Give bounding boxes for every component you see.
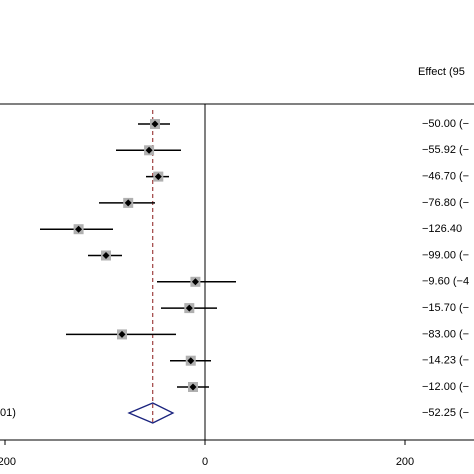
effect-label: −99.00 (− [422, 249, 469, 261]
point-estimate [154, 173, 162, 181]
point-estimate [75, 225, 83, 233]
effect-label: −83.00 (− [422, 328, 469, 340]
effect-label: −50.00 (− [422, 118, 469, 130]
x-tick-label: 200 [396, 456, 414, 468]
point-estimate [187, 357, 195, 365]
overall-diamond [127, 402, 175, 424]
point-estimate [191, 278, 199, 286]
point-estimate [151, 120, 159, 128]
overall-effect-label: −52.25 (− [422, 407, 469, 419]
effect-label: −15.70 (− [422, 302, 469, 314]
point-estimate [118, 330, 126, 338]
x-tick-label: -200 [0, 456, 16, 468]
effect-label: −12.00 (− [422, 381, 469, 393]
point-estimate [124, 199, 132, 207]
point-estimate [189, 383, 197, 391]
point-estimate [102, 252, 110, 259]
effect-label: −14.23 (− [422, 355, 469, 367]
effect-label: −126.40 [422, 223, 462, 235]
x-tick-label: 0 [202, 456, 208, 468]
effect-label: −76.80 (− [422, 197, 469, 209]
effect-label: −46.70 (− [422, 171, 469, 183]
overall-label: 01) [0, 407, 16, 419]
header: Effect (95 [418, 66, 465, 78]
effect-label: −55.92 (− [422, 144, 469, 156]
effect-label: −9.60 (−4 [422, 276, 469, 288]
point-estimate [145, 146, 153, 154]
point-estimate [185, 304, 193, 312]
